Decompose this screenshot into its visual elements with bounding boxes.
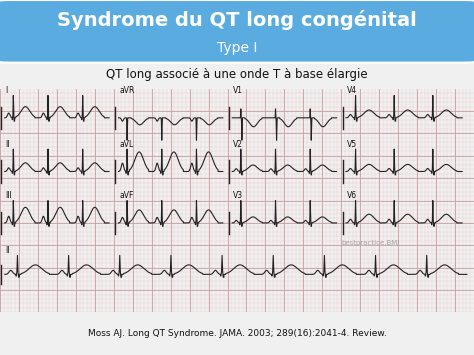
Text: QT long associé à une onde T à base élargie: QT long associé à une onde T à base élar… (106, 68, 368, 81)
Text: V1: V1 (233, 86, 243, 95)
Text: V5: V5 (347, 140, 357, 149)
Text: II: II (6, 140, 10, 149)
FancyBboxPatch shape (0, 0, 474, 62)
Text: aVR: aVR (119, 86, 135, 95)
Text: V2: V2 (233, 140, 243, 149)
Text: aVL: aVL (119, 140, 134, 149)
Text: V4: V4 (347, 86, 357, 95)
Text: III: III (6, 191, 12, 200)
Text: I: I (6, 86, 8, 95)
Text: V3: V3 (233, 191, 243, 200)
Text: V6: V6 (347, 191, 357, 200)
Text: bestpractice.BMJ: bestpractice.BMJ (341, 240, 400, 246)
Text: Moss AJ. Long QT Syndrome. JAMA. 2003; 289(16):2041-4. Review.: Moss AJ. Long QT Syndrome. JAMA. 2003; 2… (88, 329, 386, 338)
Text: Type I: Type I (217, 41, 257, 55)
Text: II: II (6, 246, 10, 256)
Text: aVF: aVF (119, 191, 134, 200)
Text: Syndrome du QT long congénital: Syndrome du QT long congénital (57, 10, 417, 31)
